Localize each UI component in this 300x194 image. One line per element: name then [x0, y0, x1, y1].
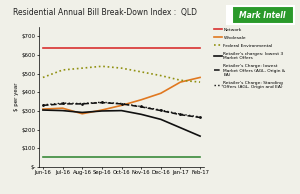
Text: Residential Annual Bill Break-Down Index :  QLD: Residential Annual Bill Break-Down Index…	[13, 8, 197, 17]
Text: Mark Intell: Mark Intell	[239, 10, 286, 20]
Legend: Network, Wholesale, Federal Environmental, Retailer's charges: lowest 3
Market O: Network, Wholesale, Federal Environmenta…	[213, 27, 286, 90]
Y-axis label: $ per year: $ per year	[14, 83, 19, 111]
